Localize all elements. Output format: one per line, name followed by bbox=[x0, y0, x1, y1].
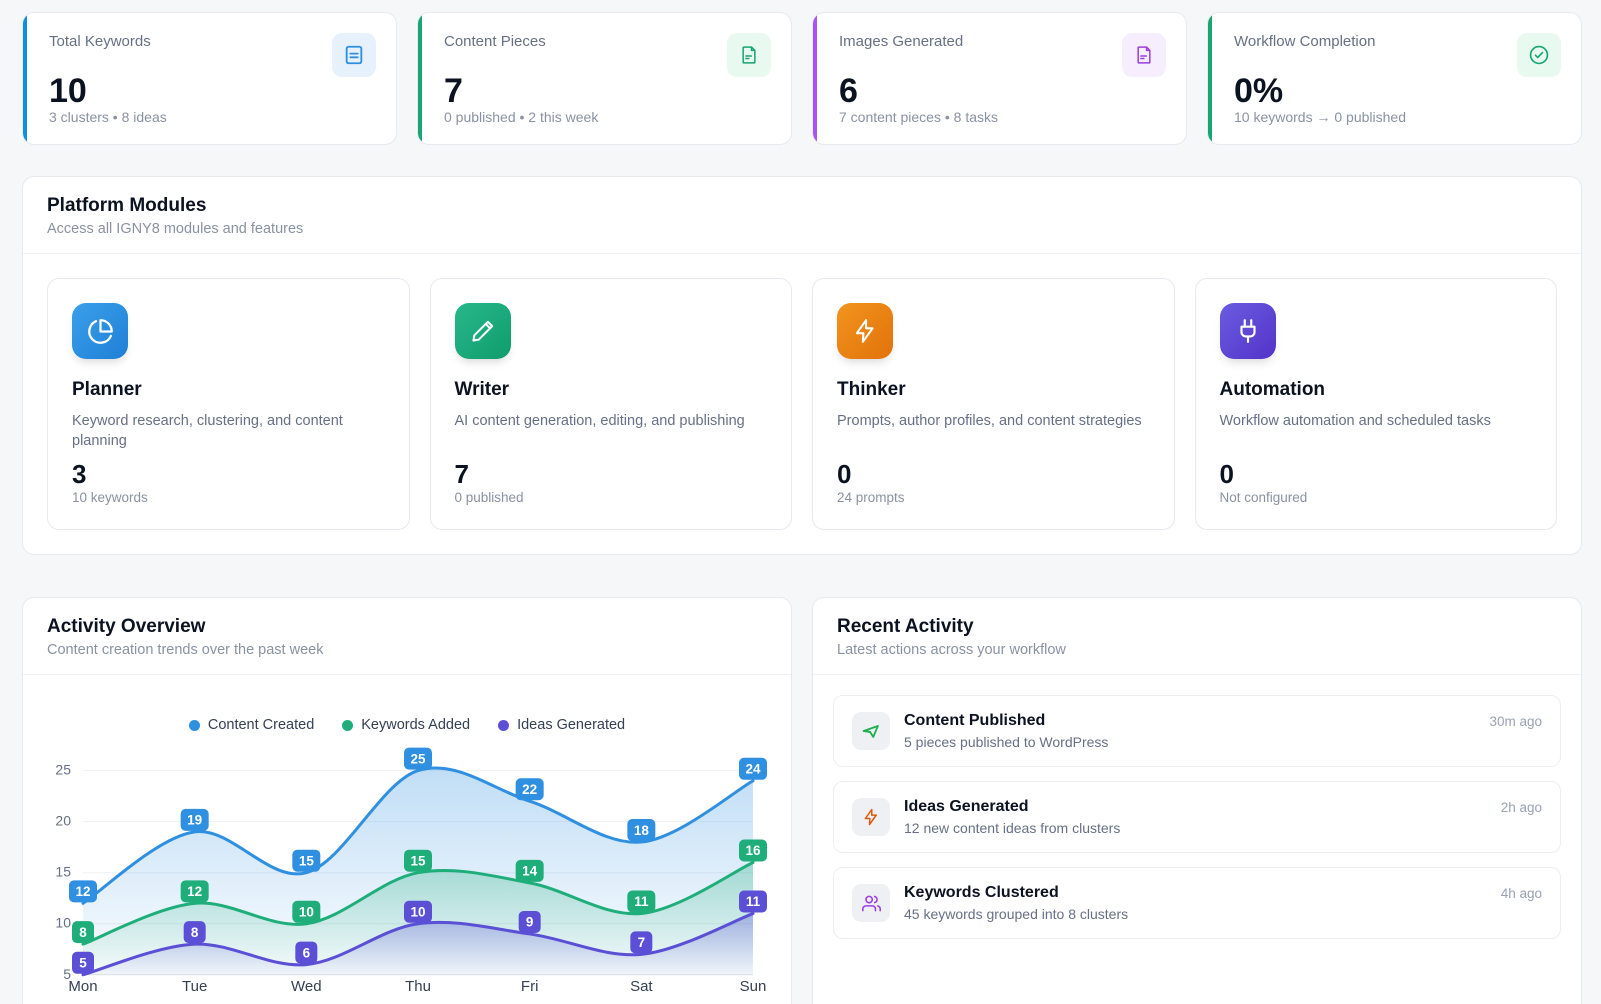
svg-text:10: 10 bbox=[55, 915, 71, 931]
svg-text:14: 14 bbox=[522, 864, 538, 879]
svg-text:22: 22 bbox=[522, 782, 537, 797]
svg-text:Sat: Sat bbox=[630, 978, 653, 995]
svg-text:12: 12 bbox=[187, 884, 202, 899]
svg-text:11: 11 bbox=[634, 894, 649, 909]
svg-text:25: 25 bbox=[55, 762, 71, 778]
svg-text:Wed: Wed bbox=[291, 978, 322, 995]
svg-text:25: 25 bbox=[410, 751, 426, 766]
svg-text:8: 8 bbox=[191, 925, 199, 940]
svg-text:18: 18 bbox=[634, 823, 650, 838]
svg-text:20: 20 bbox=[55, 813, 71, 829]
svg-text:15: 15 bbox=[55, 864, 71, 880]
svg-text:15: 15 bbox=[299, 853, 315, 868]
svg-text:16: 16 bbox=[745, 843, 761, 858]
svg-text:7: 7 bbox=[638, 935, 646, 950]
svg-text:6: 6 bbox=[303, 945, 311, 960]
svg-text:19: 19 bbox=[187, 813, 202, 828]
svg-text:8: 8 bbox=[79, 925, 87, 940]
svg-text:15: 15 bbox=[410, 853, 426, 868]
svg-text:11: 11 bbox=[746, 894, 761, 909]
svg-text:Tue: Tue bbox=[182, 978, 207, 995]
svg-text:9: 9 bbox=[526, 915, 534, 930]
svg-text:24: 24 bbox=[745, 762, 761, 777]
svg-text:10: 10 bbox=[299, 904, 314, 919]
svg-text:Mon: Mon bbox=[68, 978, 97, 995]
svg-text:5: 5 bbox=[79, 955, 87, 970]
svg-text:Sun: Sun bbox=[740, 978, 767, 995]
svg-text:10: 10 bbox=[410, 904, 425, 919]
svg-text:12: 12 bbox=[75, 884, 90, 899]
svg-text:Fri: Fri bbox=[521, 978, 539, 995]
svg-text:Thu: Thu bbox=[405, 978, 431, 995]
